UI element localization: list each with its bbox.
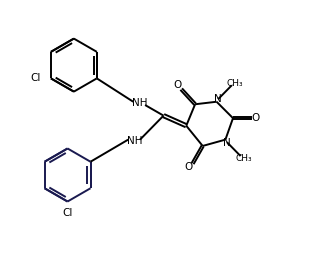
Text: NH: NH — [132, 98, 147, 108]
Text: Cl: Cl — [62, 208, 73, 218]
Text: N: N — [214, 94, 222, 104]
Text: Cl: Cl — [30, 73, 40, 83]
Text: NH: NH — [127, 136, 142, 146]
Text: N: N — [223, 138, 231, 148]
Text: O: O — [251, 113, 260, 123]
Text: O: O — [185, 162, 193, 172]
Text: O: O — [173, 80, 182, 90]
Text: CH₃: CH₃ — [226, 79, 243, 88]
Text: CH₃: CH₃ — [235, 154, 252, 163]
